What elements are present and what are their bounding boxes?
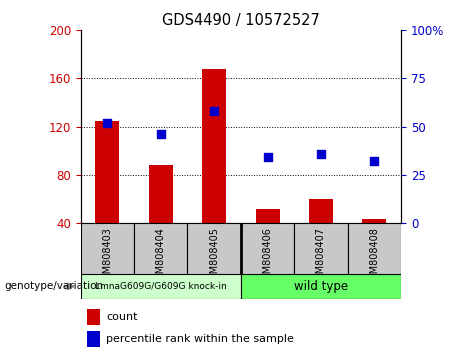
Bar — [81, 223, 134, 274]
Bar — [149, 165, 173, 223]
Bar — [81, 274, 241, 299]
Point — [211, 108, 218, 114]
Text: GSM808408: GSM808408 — [369, 227, 379, 286]
Text: GSM808407: GSM808407 — [316, 227, 326, 286]
Bar — [241, 223, 294, 274]
Text: count: count — [106, 312, 138, 322]
Point — [371, 159, 378, 164]
Bar — [348, 223, 401, 274]
Bar — [294, 223, 348, 274]
Point — [104, 120, 111, 126]
Bar — [188, 223, 241, 274]
Text: wild type: wild type — [294, 280, 348, 293]
Bar — [241, 274, 401, 299]
Bar — [362, 219, 386, 223]
Bar — [255, 209, 279, 223]
Point — [157, 131, 165, 137]
Text: genotype/variation: genotype/variation — [5, 281, 104, 291]
Bar — [134, 223, 188, 274]
Bar — [202, 69, 226, 223]
Point — [264, 155, 271, 160]
Text: percentile rank within the sample: percentile rank within the sample — [106, 334, 294, 344]
Text: GSM808403: GSM808403 — [102, 227, 112, 286]
Bar — [95, 120, 119, 223]
Point — [317, 151, 325, 156]
Bar — [309, 199, 333, 223]
Text: LmnaG609G/G609G knock-in: LmnaG609G/G609G knock-in — [95, 282, 227, 291]
Text: GSM808406: GSM808406 — [263, 227, 272, 286]
Bar — [87, 331, 100, 347]
Text: GSM808405: GSM808405 — [209, 227, 219, 286]
Bar — [87, 309, 100, 325]
Title: GDS4490 / 10572527: GDS4490 / 10572527 — [162, 12, 320, 28]
Text: GSM808404: GSM808404 — [156, 227, 166, 286]
